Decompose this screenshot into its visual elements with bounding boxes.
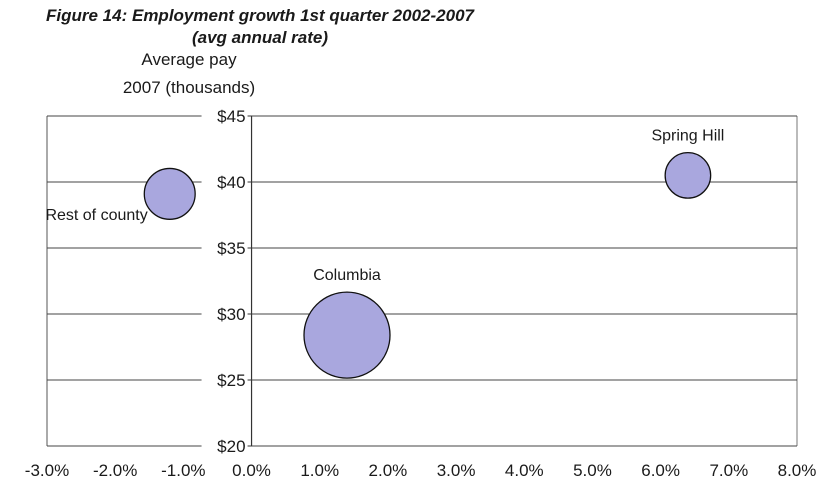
bubble-label-0: Rest of county xyxy=(45,207,147,224)
x-tick-label-8: 5.0% xyxy=(573,461,612,480)
x-tick-label-9: 6.0% xyxy=(641,461,680,480)
bubble-label-2: Columbia xyxy=(313,267,381,284)
bubble-0 xyxy=(143,167,196,220)
x-tick-label-5: 2.0% xyxy=(369,461,408,480)
x-tick-label-10: 7.0% xyxy=(709,461,748,480)
chart-subtitle: (avg annual rate) xyxy=(191,28,329,47)
bubble-2 xyxy=(303,291,391,379)
y-axis-label-line-2: 2007 (thousands) xyxy=(122,78,256,97)
y-tick-label-bg-25 xyxy=(201,369,248,391)
y-tick-label-25: $25 xyxy=(217,371,245,390)
y-tick-label-40: $40 xyxy=(217,173,245,192)
x-tick-label-7: 4.0% xyxy=(505,461,544,480)
chart-title: Figure 14: Employment growth 1st quarter… xyxy=(46,6,474,25)
y-tick-label-20: $20 xyxy=(217,437,245,456)
x-tick-label-6: 3.0% xyxy=(437,461,476,480)
y-tick-label-bg-30 xyxy=(201,303,248,325)
x-tick-label-4: 1.0% xyxy=(300,461,339,480)
x-tick-label-1: -2.0% xyxy=(93,461,137,480)
y-tick-label-35: $35 xyxy=(217,239,245,258)
y-tick-label-bg-40 xyxy=(201,171,248,193)
y-tick-label-bg-45 xyxy=(201,105,248,127)
y-tick-label-bg-35 xyxy=(201,237,248,259)
x-tick-label-3: 0.0% xyxy=(232,461,271,480)
y-tick-label-45: $45 xyxy=(217,107,245,126)
y-tick-label-30: $30 xyxy=(217,305,245,324)
x-tick-label-11: 8.0% xyxy=(778,461,817,480)
x-tick-label-2: -1.0% xyxy=(161,461,205,480)
bubble-1 xyxy=(664,151,712,199)
y-axis-label-line-1: Average pay xyxy=(141,50,237,69)
bubble-label-1: Spring Hill xyxy=(651,128,724,145)
x-tick-label-0: -3.0% xyxy=(25,461,69,480)
y-tick-label-bg-20 xyxy=(201,435,248,457)
